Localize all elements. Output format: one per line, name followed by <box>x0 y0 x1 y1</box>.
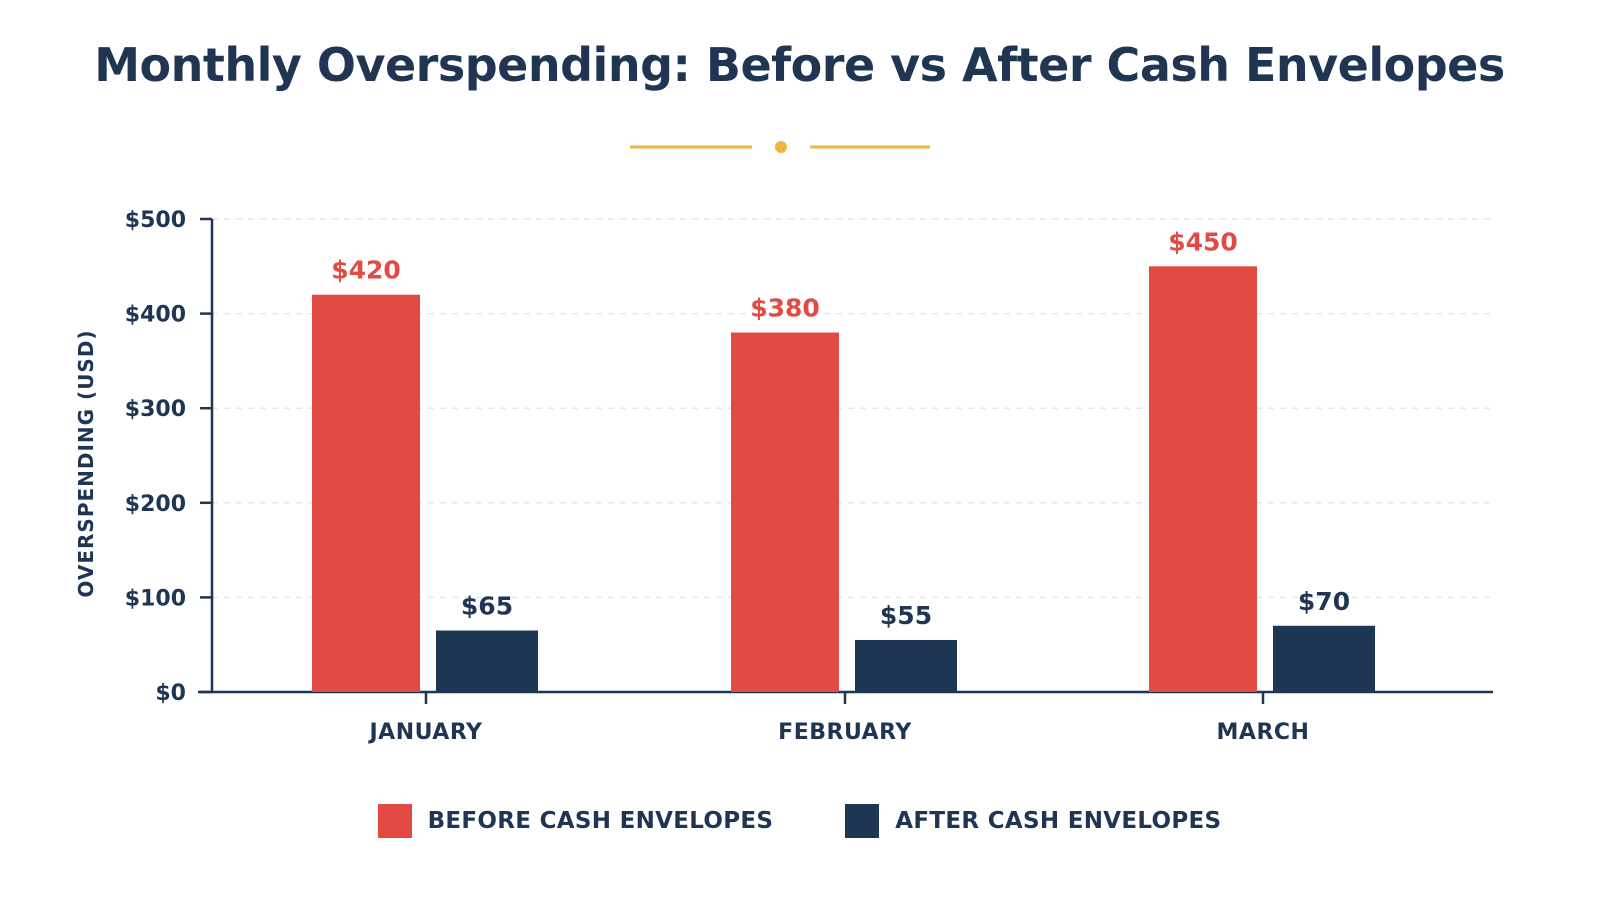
bar-before <box>312 294 420 692</box>
y-tick-label: $500 <box>125 208 186 233</box>
legend-item-before: BEFORE CASH ENVELOPES <box>377 804 774 838</box>
legend-swatch-after <box>845 804 880 838</box>
chart-legend: BEFORE CASH ENVELOPES AFTER CASH ENVELOP… <box>0 804 1599 838</box>
bar-after <box>1273 625 1375 692</box>
bar-after <box>855 639 957 692</box>
y-tick-label: $300 <box>125 397 186 422</box>
x-tick-label: JANUARY <box>367 720 483 745</box>
legend-swatch-before <box>377 804 412 838</box>
data-label-before: $450 <box>1168 227 1238 256</box>
y-tick-label: $100 <box>125 586 186 611</box>
chart-title: Monthly Overspending: Before vs After Ca… <box>94 38 1505 92</box>
legend-label-after: AFTER CASH ENVELOPES <box>895 808 1222 834</box>
data-label-after: $65 <box>461 592 513 621</box>
data-label-after: $55 <box>880 601 932 630</box>
data-label-before: $420 <box>331 256 401 285</box>
ornament-dot <box>775 141 787 153</box>
data-label-after: $70 <box>1298 587 1350 616</box>
x-tick-label: MARCH <box>1217 720 1310 745</box>
y-tick-label: $0 <box>155 681 186 706</box>
y-tick-label: $200 <box>125 492 186 517</box>
legend-item-after: AFTER CASH ENVELOPES <box>845 804 1221 838</box>
y-tick-label: $400 <box>125 303 186 328</box>
legend-label-before: BEFORE CASH ENVELOPES <box>427 808 774 834</box>
bar-before <box>1149 266 1257 692</box>
bar-before <box>731 332 839 692</box>
x-tick-label: FEBRUARY <box>778 720 912 745</box>
data-label-before: $380 <box>750 294 820 323</box>
title-ornament <box>630 141 930 153</box>
bar-after <box>436 630 538 692</box>
y-axis-label: OVERSPENDING (USD) <box>74 329 98 597</box>
